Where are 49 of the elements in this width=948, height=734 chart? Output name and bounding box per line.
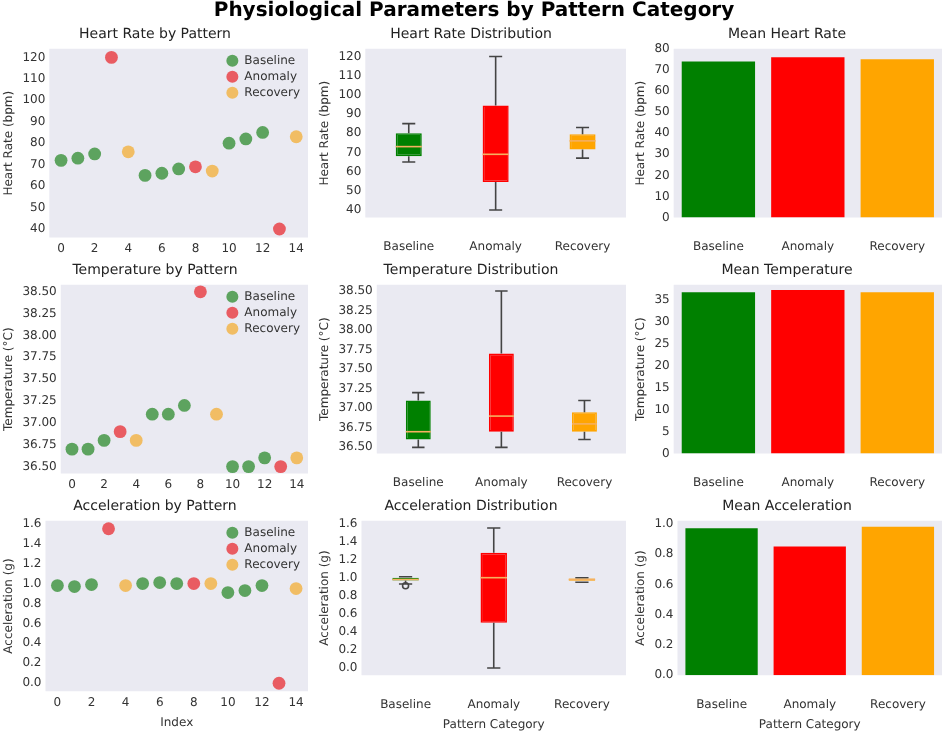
point <box>221 586 235 599</box>
point <box>256 126 270 139</box>
point <box>204 577 218 590</box>
point <box>121 145 135 159</box>
point <box>226 460 239 474</box>
text: Physiological Parameters by Pattern Category <box>211 0 737 24</box>
point <box>155 166 169 180</box>
point <box>170 577 184 590</box>
point <box>97 433 111 447</box>
point <box>105 50 118 64</box>
bar <box>861 526 935 676</box>
point <box>54 153 68 167</box>
point <box>189 160 202 174</box>
point <box>71 151 85 165</box>
point <box>172 162 186 176</box>
point <box>138 168 152 182</box>
point <box>239 132 253 146</box>
point <box>222 136 236 150</box>
point <box>161 407 175 421</box>
point <box>113 425 127 439</box>
point <box>68 580 81 593</box>
point <box>273 222 286 236</box>
point <box>145 407 159 421</box>
point <box>194 285 207 299</box>
bar <box>685 528 758 676</box>
point <box>258 451 272 465</box>
point <box>289 130 303 144</box>
point <box>210 407 223 421</box>
point <box>119 579 132 592</box>
point <box>153 576 167 589</box>
point <box>290 451 304 465</box>
point <box>177 399 191 412</box>
point <box>65 442 79 456</box>
point <box>88 147 102 161</box>
point <box>274 460 288 474</box>
point <box>187 577 201 590</box>
point <box>242 460 255 474</box>
point <box>129 433 143 447</box>
point <box>51 579 64 592</box>
point <box>81 442 95 456</box>
point <box>289 582 303 595</box>
point <box>205 164 219 178</box>
point <box>85 578 98 591</box>
point <box>238 584 252 597</box>
point <box>102 522 115 536</box>
bar <box>773 546 846 676</box>
point <box>255 579 269 592</box>
point <box>272 676 286 690</box>
point <box>136 577 150 590</box>
